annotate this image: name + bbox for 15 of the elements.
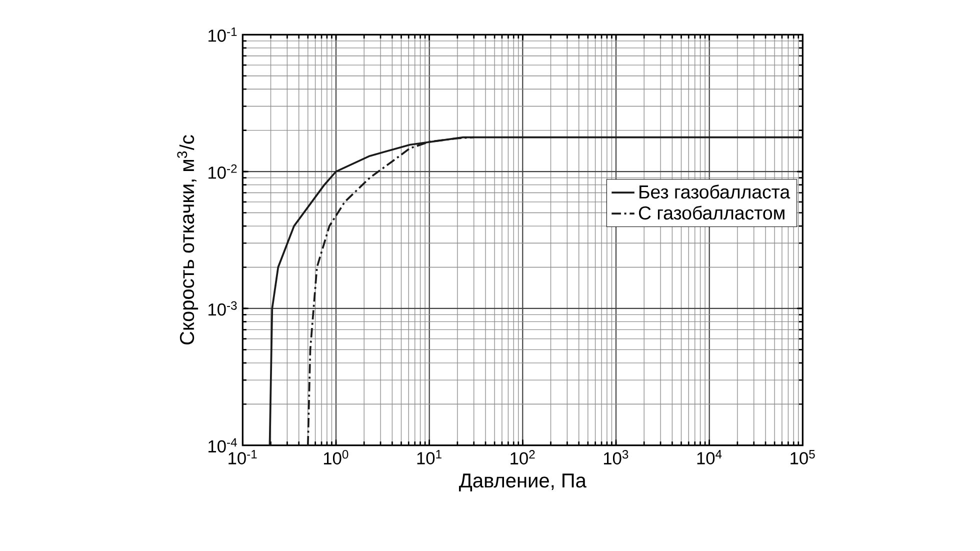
- legend-label: Без газобалласта: [640, 184, 790, 199]
- y-tick-label: 10$^{-2}$: [208, 164, 237, 179]
- x-tick-label: 10$^{3}$: [604, 450, 628, 465]
- x-tick-label: 10$^{-1}$: [228, 450, 257, 465]
- x-axis-title: Давление, Па: [459, 474, 586, 492]
- x-tick-label: 10$^{1}$: [417, 450, 442, 465]
- y-tick-label: 10$^{-3}$: [208, 301, 237, 316]
- legend-label: С газобалластом: [638, 206, 784, 220]
- x-tick-label: 10$^{0}$: [324, 450, 348, 465]
- y-axis-title: Скорость откачки, м$^{3}$/с: [177, 135, 198, 345]
- x-tick-label: 10$^{4}$: [697, 450, 722, 465]
- x-tick-label: 10$^{2}$: [510, 450, 535, 465]
- y-tick-label: 10$^{-4}$: [208, 438, 237, 453]
- x-tick-label: 10$^{5}$: [790, 450, 815, 465]
- y-tick-label: 10$^{-1}$: [208, 28, 237, 42]
